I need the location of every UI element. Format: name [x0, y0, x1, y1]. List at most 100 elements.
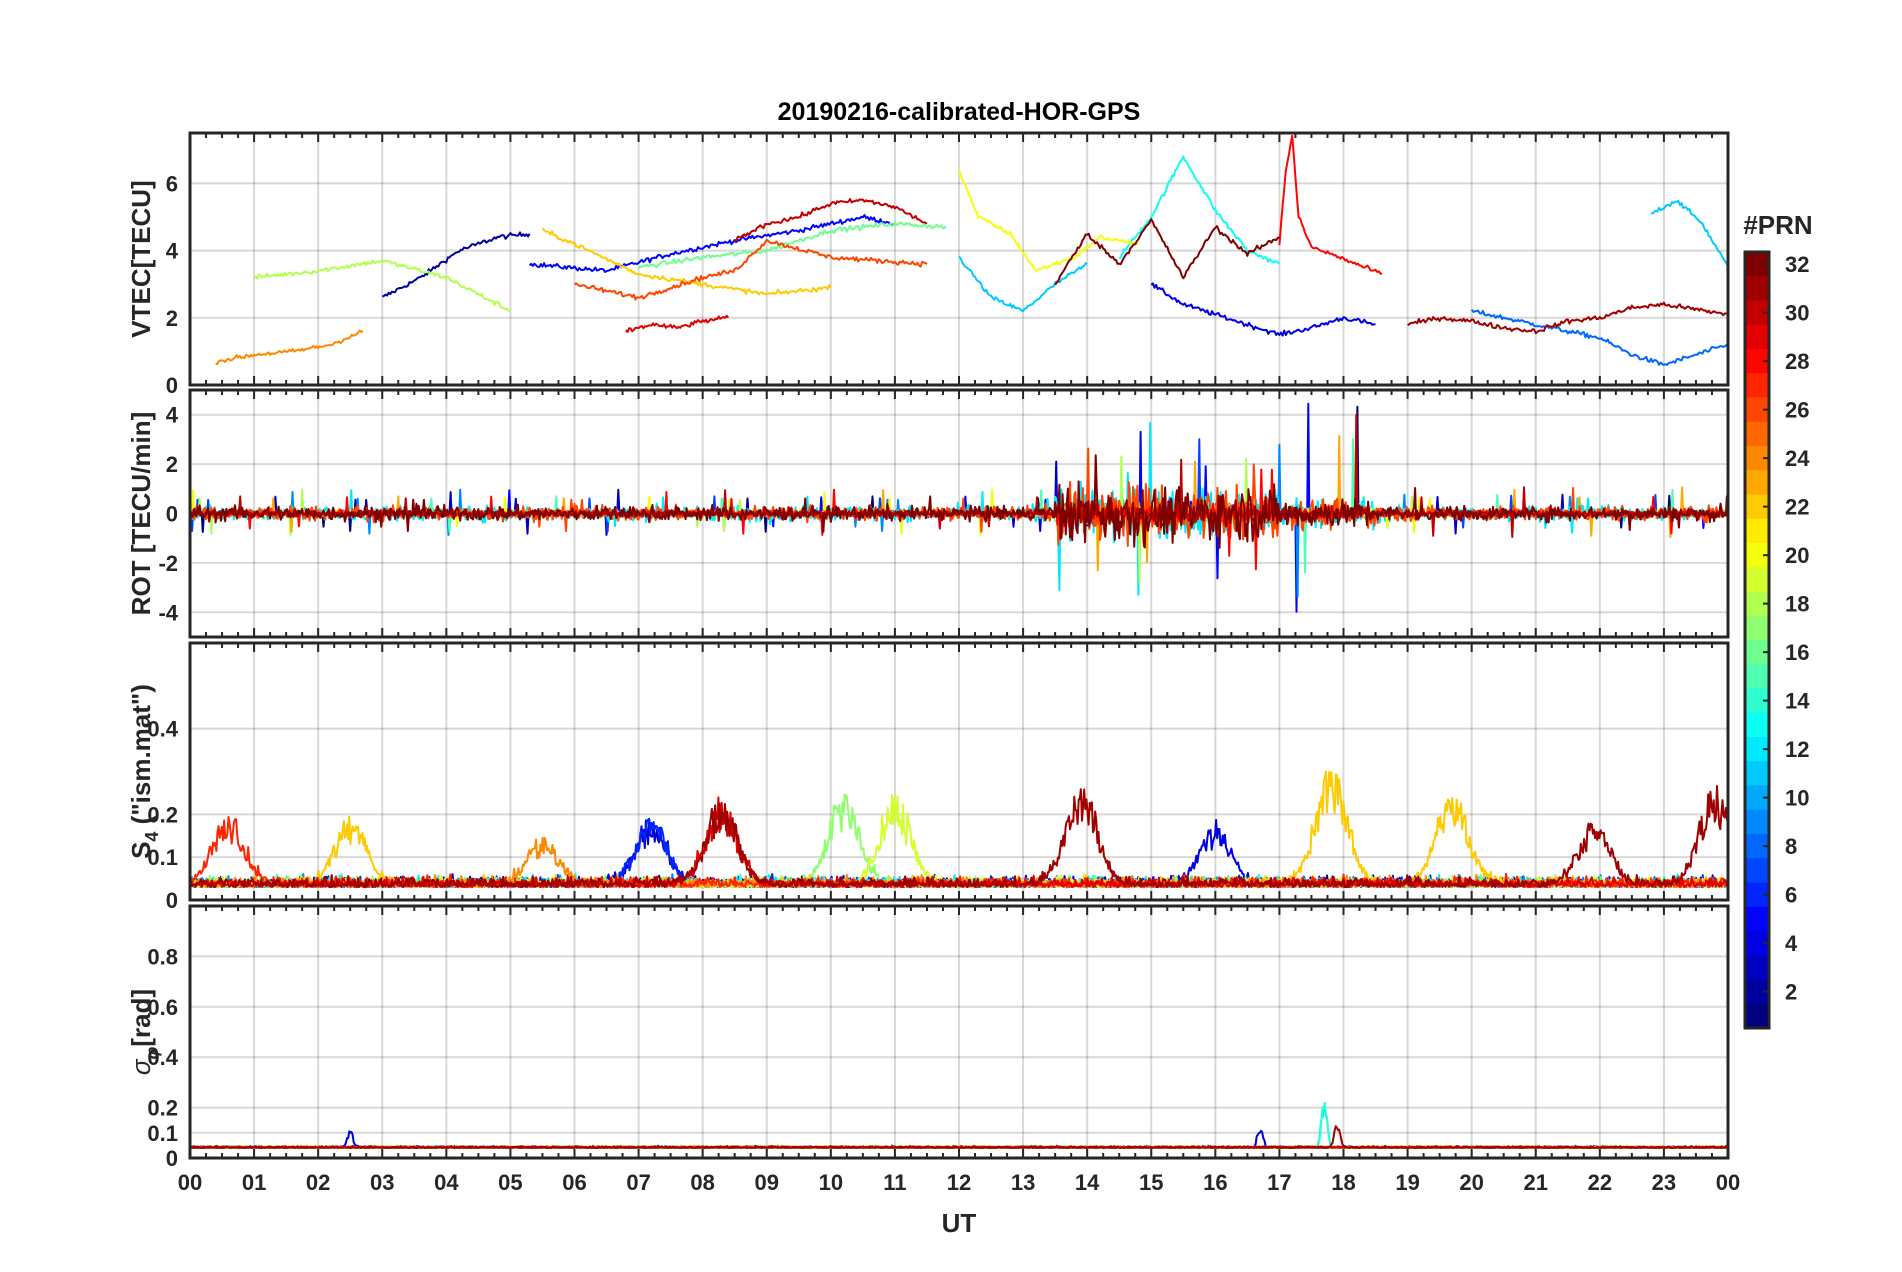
vtec-panel: 0 2 4 6 VTEC[TECU] [126, 131, 1730, 398]
vtec-series-prn-5 [528, 214, 896, 273]
y-tick-label: 0.1 [147, 1121, 178, 1146]
vtec-series-prn-32 [1054, 218, 1280, 286]
colorbar-tick-label: 20 [1785, 543, 1809, 568]
x-tick-label: 06 [562, 1170, 586, 1195]
colorbar-swatch [1745, 567, 1769, 593]
vtec-series-prn-11 [958, 255, 1088, 313]
vtec-series-prn-30 [733, 198, 928, 244]
y-tick-label: 0.6 [147, 995, 178, 1020]
colorbar-swatch [1745, 809, 1769, 835]
vtec-series-prn-8 [1470, 309, 1728, 366]
x-tick-label: 03 [370, 1170, 394, 1195]
colorbar-tick-label: 26 [1785, 398, 1809, 423]
vtec-series-prn-16 [637, 221, 947, 270]
x-tick-label: 21 [1524, 1170, 1548, 1195]
y-tick-label: 2 [166, 452, 178, 477]
traces [190, 1102, 1728, 1149]
traces [215, 134, 1728, 366]
y-tick-label: 0 [166, 888, 178, 913]
colorbar-tick-label: 8 [1785, 834, 1797, 859]
colorbar-swatch [1745, 615, 1769, 641]
traces [190, 402, 1728, 613]
vtec-series-prn-11 [1650, 199, 1728, 268]
x-tick-label: 02 [306, 1170, 330, 1195]
vtec-series-prn-18 [254, 259, 511, 313]
vtec-series-prn-2 [382, 231, 531, 298]
x-tick-label: 19 [1395, 1170, 1419, 1195]
s4-panel: 0 0.1 0.2 0.4S4 ("ism.mat") [126, 641, 1730, 913]
colorbar-swatch [1745, 1003, 1769, 1029]
y-tick-label: 0.4 [147, 1045, 178, 1070]
x-axis-label: UT [942, 1208, 977, 1238]
x-tick-label: 08 [690, 1170, 714, 1195]
traces [190, 770, 1728, 889]
colorbar-swatch [1745, 858, 1769, 884]
vtec-series-prn-29 [625, 314, 730, 333]
colorbar-swatch [1745, 276, 1769, 302]
sigma-phi-panel: 00.10.2 0.4 0.6 0.8 σφ[rad] [126, 904, 1730, 1171]
x-tick-label: 12 [947, 1170, 971, 1195]
x-tick-label: 10 [819, 1170, 843, 1195]
axes-frame [188, 904, 1730, 1160]
colorbar-swatch [1745, 761, 1769, 787]
y-tick-label: 0.8 [147, 944, 178, 969]
x-tick-label: 15 [1139, 1170, 1163, 1195]
y-tick-label: 0 [166, 502, 178, 527]
colorbar-swatch [1745, 373, 1769, 399]
s4-series-prn-31 [190, 785, 1728, 889]
x-tick-label: 09 [755, 1170, 779, 1195]
y-tick-label: 0.2 [147, 802, 178, 827]
colorbar-swatch [1745, 712, 1769, 738]
colorbar-swatch [1745, 518, 1769, 544]
y-tick-label: 0.1 [147, 845, 178, 870]
x-tick-label: 05 [498, 1170, 522, 1195]
axes-frame [188, 131, 1730, 387]
rot-axis-label: ROT [TECU/min] [126, 412, 156, 616]
x-tick-label: 18 [1331, 1170, 1355, 1195]
s4-axis-label: S4 ("ism.mat") [126, 684, 162, 859]
colorbar-swatch [1745, 906, 1769, 932]
vtec-series-prn-31 [1407, 301, 1728, 335]
colorbar-swatch [1745, 324, 1769, 350]
colorbar-tick-label: 2 [1785, 980, 1797, 1005]
y-tick-label: -4 [158, 600, 178, 625]
axes-frame [188, 641, 1730, 902]
plot-area [190, 906, 1728, 1158]
axes-frame [188, 388, 1730, 639]
figure-title: 20190216-calibrated-HOR-GPS [778, 98, 1141, 126]
colorbar-tick-label: 30 [1785, 301, 1809, 326]
colorbar-swatch [1745, 421, 1769, 447]
colorbar-tick-label: 18 [1785, 592, 1809, 617]
colorbar-tick-label: 24 [1785, 446, 1810, 471]
vtec-series-prn-20 [958, 169, 1139, 272]
vtec-series-prn-4 [1150, 282, 1376, 337]
x-tick-label: 17 [1267, 1170, 1291, 1195]
colorbar-tick-label: 16 [1785, 640, 1809, 665]
sigma_phi-series-prn-31 [190, 1125, 1728, 1149]
x-tick-label: 00 [1716, 1170, 1740, 1195]
colorbar-swatch [1745, 470, 1769, 496]
y-tick-label: 4 [166, 403, 179, 428]
rot-panel: -4 -2 0 2 4 ROT [TECU/min] [126, 388, 1730, 639]
x-tick-label: 07 [626, 1170, 650, 1195]
colorbar-tick-label: 14 [1785, 689, 1810, 714]
plot-area [190, 133, 1728, 385]
rot-series-prn-32 [190, 454, 1728, 549]
vtec-series-prn-26 [573, 238, 928, 301]
colorbar-tick-label: 32 [1785, 252, 1809, 277]
colorbar-frame [1743, 250, 1771, 1030]
y-tick-label: 4 [166, 239, 179, 264]
y-tick-label: 0 [166, 373, 178, 398]
colorbar-tick-label: 28 [1785, 349, 1809, 374]
y-tick-label: 2 [166, 306, 178, 331]
sigma-phi-axis-label: σφ[rad] [126, 989, 162, 1075]
x-tick-label: 04 [434, 1170, 459, 1195]
y-tick-label: 0.4 [147, 717, 178, 742]
vtec-series-prn-28 [1278, 134, 1383, 276]
y-tick-label: 6 [166, 171, 178, 196]
colorbar-tick-label: 12 [1785, 737, 1809, 762]
x-tick-label: 20 [1459, 1170, 1483, 1195]
y-tick-label: -2 [158, 551, 178, 576]
